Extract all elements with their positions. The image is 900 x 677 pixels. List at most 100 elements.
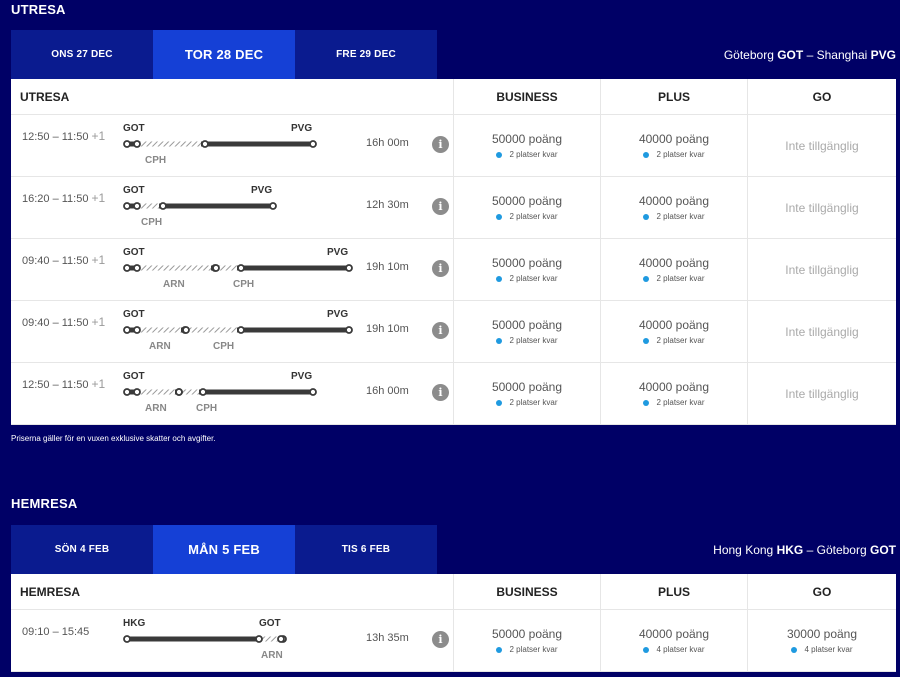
table-header-label: HEMRESA (11, 574, 454, 609)
fare-plus[interactable]: 40000 poäng 2 platser kvar (601, 239, 748, 300)
table-header-label: UTRESA (11, 79, 454, 114)
seats-left-label: 2 platser kvar (656, 212, 705, 221)
destination-airport: PVG (291, 371, 313, 382)
layover-segment (216, 265, 237, 271)
stopover-airport: CPH (233, 279, 255, 290)
fare-go[interactable]: Inte tillgänglig (748, 177, 896, 238)
stop-node (133, 326, 141, 334)
price-note: Priserna gäller för en vuxen exklusive s… (11, 434, 216, 443)
table-header: HEMRESA BUSINESS PLUS GO (11, 574, 896, 610)
stopover-airport: CPH (213, 341, 235, 352)
fare-business[interactable]: 50000 poäng 2 platser kvar (454, 363, 601, 424)
origin-node (123, 388, 131, 396)
fare-business[interactable]: 50000 poäng 2 platser kvar (454, 177, 601, 238)
flight-times: 12:50 – 11:50 +1 (22, 377, 105, 391)
fare-go[interactable]: Inte tillgänglig (748, 363, 896, 424)
info-icon[interactable]: i (432, 631, 449, 648)
origin-airport: GOT (123, 185, 145, 196)
info-icon[interactable]: i (432, 322, 449, 339)
fare-points: 50000 poäng (491, 380, 563, 394)
route-to-code: GOT (870, 543, 896, 557)
flight-duration: 16h 00m (366, 137, 409, 149)
fare-go[interactable]: 30000 poäng 4 platser kvar (748, 610, 896, 671)
date-tab-prev[interactable]: SÖN 4 FEB (11, 525, 153, 574)
origin-airport: HKG (123, 618, 146, 629)
seats-left: 2 platser kvar (643, 212, 705, 221)
info-icon[interactable]: i (432, 260, 449, 277)
flight-info[interactable]: 09:40 – 11:50 +1 GOT PVG ARN CPH 19h 10m i (11, 301, 454, 362)
fare-points: 40000 poäng (638, 132, 710, 146)
seat-indicator-icon (643, 213, 650, 220)
stop-node (237, 326, 245, 334)
stop-node (255, 635, 263, 643)
fare-plus[interactable]: 40000 poäng 2 platser kvar (601, 301, 748, 362)
layover-segment (186, 327, 237, 333)
inbound-date-tabs: SÖN 4 FEB MÅN 5 FEB TIS 6 FEB (11, 525, 437, 574)
route-separator: – (806, 543, 814, 557)
fare-plus[interactable]: 40000 poäng 2 platser kvar (601, 177, 748, 238)
date-tab-next[interactable]: FRE 29 DEC (295, 30, 437, 79)
unavailable-label: Inte tillgänglig (785, 386, 859, 401)
flight-info[interactable]: 12:50 – 11:50 +1 GOT PVG CPH 16h 00m i (11, 115, 454, 176)
fare-business[interactable]: 50000 poäng 2 platser kvar (454, 610, 601, 671)
destination-node (309, 388, 317, 396)
route-from-code: HKG (776, 543, 804, 557)
origin-airport: GOT (123, 371, 145, 382)
origin-node (123, 635, 131, 643)
seats-left-label: 2 platser kvar (509, 645, 558, 654)
seats-left-label: 2 platser kvar (509, 212, 558, 221)
fare-points: 30000 poäng (786, 627, 858, 641)
header-go: GO (812, 89, 832, 104)
fare-business[interactable]: 50000 poäng 2 platser kvar (454, 115, 601, 176)
seats-left: 2 platser kvar (643, 336, 705, 345)
stop-node (182, 326, 190, 334)
fare-go[interactable]: Inte tillgänglig (748, 301, 896, 362)
stop-node (133, 264, 141, 272)
stop-node (175, 388, 183, 396)
seat-indicator-icon (496, 646, 503, 653)
stop-node (159, 202, 167, 210)
stop-node (237, 264, 245, 272)
info-icon[interactable]: i (432, 136, 449, 153)
info-icon[interactable]: i (432, 384, 449, 401)
seats-left-label: 2 platser kvar (656, 274, 705, 283)
seat-indicator-icon (496, 213, 503, 220)
fare-points: 50000 poäng (491, 194, 563, 208)
fare-points: 40000 poäng (638, 256, 710, 270)
flight-row: 09:40 – 11:50 +1 GOT PVG ARN CPH 19h 10m i 50000… (11, 301, 896, 363)
fare-business[interactable]: 50000 poäng 2 platser kvar (454, 239, 601, 300)
fare-plus[interactable]: 40000 poäng 2 platser kvar (601, 363, 748, 424)
info-icon[interactable]: i (432, 198, 449, 215)
stopover-airport: CPH (145, 155, 167, 166)
stop-node (201, 140, 209, 148)
header-plus: PLUS (601, 574, 748, 609)
flight-info[interactable]: 12:50 – 11:50 +1 GOT PVG ARN CPH 16h 00m i (11, 363, 454, 424)
fare-plus[interactable]: 40000 poäng 4 platser kvar (601, 610, 748, 671)
flight-duration: 13h 35m (366, 632, 409, 644)
flight-times: 12:50 – 11:50 +1 (22, 129, 105, 143)
stopover-airport: ARN (261, 650, 283, 661)
unavailable-label: Inte tillgänglig (785, 324, 859, 339)
stop-node (133, 202, 141, 210)
flight-info[interactable]: 09:10 – 15:45 HKG GOT ARN 13h 35m i (11, 610, 454, 671)
flight-info[interactable]: 09:40 – 11:50 +1 GOT PVG ARN CPH 19h 10m i (11, 239, 454, 300)
outbound-flight-table: UTRESA BUSINESS PLUS GO 12:50 – 11:50 +1 G… (11, 79, 896, 425)
seats-left: 2 platser kvar (496, 645, 558, 654)
destination-node (269, 202, 277, 210)
date-tab-selected[interactable]: MÅN 5 FEB (153, 525, 295, 574)
destination-node (277, 635, 285, 643)
seats-left: 2 platser kvar (496, 274, 558, 283)
flight-info[interactable]: 16:20 – 11:50 +1 GOT PVG CPH 12h 30m i (11, 177, 454, 238)
flight-row: 12:50 – 11:50 +1 GOT PVG CPH 16h 00m i 50000 po… (11, 115, 896, 177)
date-tab-next[interactable]: TIS 6 FEB (295, 525, 437, 574)
flight-row: 16:20 – 11:50 +1 GOT PVG CPH 12h 30m i 50000 po… (11, 177, 896, 239)
date-tab-selected[interactable]: TOR 28 DEC (153, 30, 295, 79)
fare-business[interactable]: 50000 poäng 2 platser kvar (454, 301, 601, 362)
fare-plus[interactable]: 40000 poäng 2 platser kvar (601, 115, 748, 176)
date-tab-prev[interactable]: ONS 27 DEC (11, 30, 153, 79)
fare-go[interactable]: Inte tillgänglig (748, 115, 896, 176)
fare-go[interactable]: Inte tillgänglig (748, 239, 896, 300)
stopover-airport: ARN (163, 279, 185, 290)
seat-indicator-icon (643, 151, 650, 158)
flight-times: 09:40 – 11:50 +1 (22, 315, 105, 329)
